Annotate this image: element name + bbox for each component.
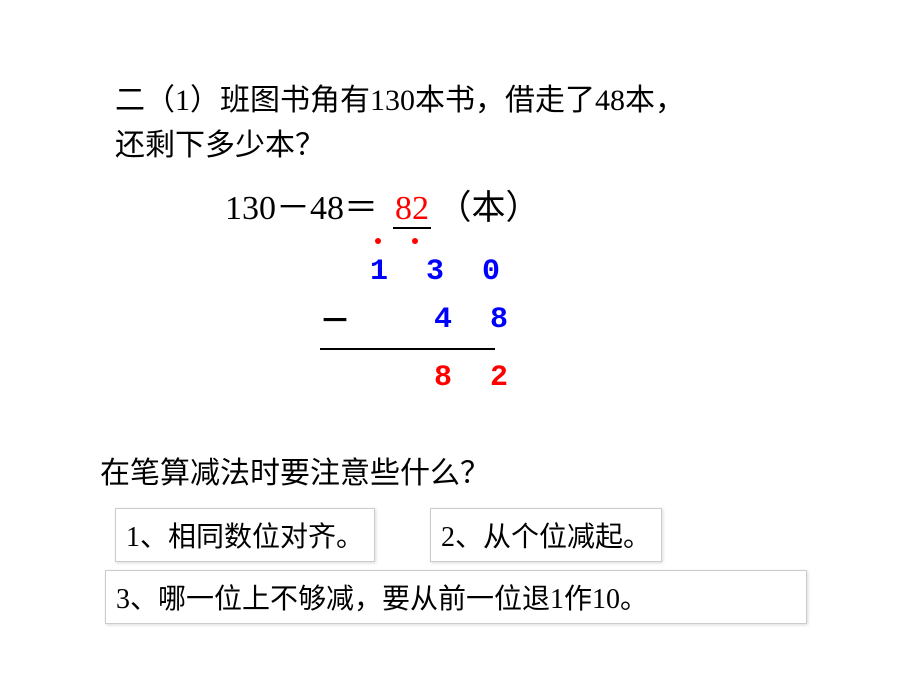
problem-line2: 还剩下多少本？: [115, 129, 325, 162]
answer-2: 2、从个位减起。: [430, 508, 662, 562]
borrow-dot-1: [375, 238, 381, 244]
word-problem: 二（1）班图书角有130本书，借走了48本， 还剩下多少本？: [115, 78, 815, 168]
difference: 8 2: [370, 354, 518, 402]
equation: 130－48＝ 82 （本）: [225, 180, 540, 229]
answer-3: 3、哪一位上不够减，要从前一位退1作10。: [105, 570, 807, 624]
subtrahend: 4 8: [370, 296, 518, 344]
equation-lhs: 130－48＝: [225, 190, 378, 227]
minus-sign: －: [320, 296, 350, 341]
borrow-dot-2: [412, 238, 418, 244]
calc-line: [320, 348, 495, 350]
answer-1: 1、相同数位对齐。: [115, 508, 375, 562]
problem-line1: 二（1）班图书角有130本书，借走了48本，: [115, 84, 685, 117]
equation-answer: 82: [395, 190, 429, 227]
minuend: 1 3 0: [370, 248, 518, 296]
vertical-calculation: 1 3 0 － 4 8 8 2: [370, 248, 518, 402]
equation-unit: （本）: [438, 190, 540, 227]
followup-question: 在笔算减法时要注意些什么？: [100, 448, 490, 492]
